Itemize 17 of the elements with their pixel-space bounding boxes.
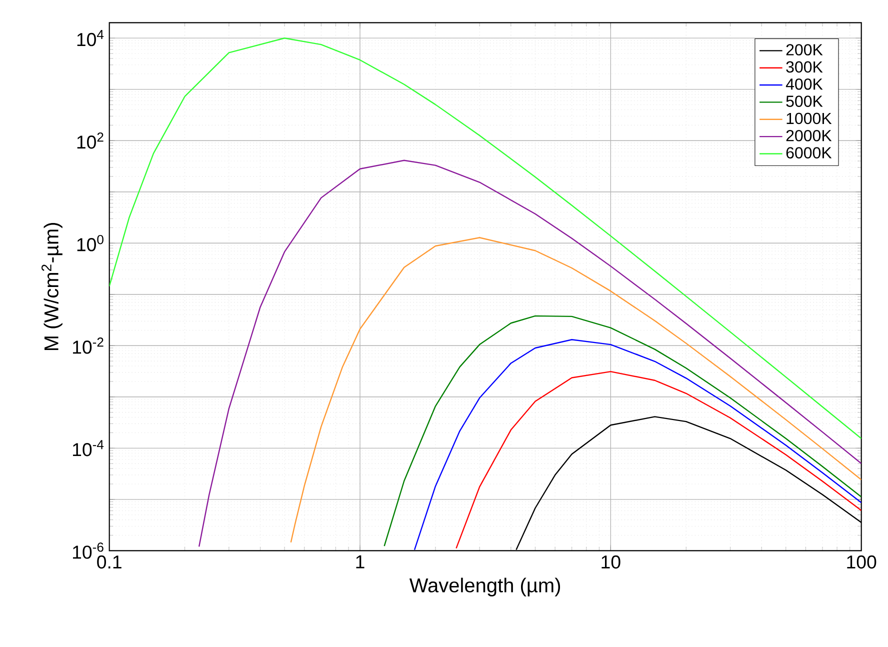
legend-label: 200K bbox=[786, 44, 823, 56]
x-axis-title: Wavelength (µm) bbox=[409, 578, 560, 597]
y-axis-title: M (W/cm$^{2}$-µm) bbox=[42, 223, 62, 350]
x-tick-label: 100 bbox=[847, 556, 876, 569]
legend-label: 1000K bbox=[786, 112, 832, 124]
legend-label: 500K bbox=[786, 96, 823, 108]
y-tick-label: 10$^{-4}$ bbox=[73, 440, 104, 456]
y-tick-label: 10$^{2}$ bbox=[77, 132, 104, 149]
legend-label: 300K bbox=[786, 61, 823, 73]
x-tick-label: 1 bbox=[356, 556, 364, 568]
y-tick-label: 10$^{0}$ bbox=[77, 235, 104, 252]
y-tick-label: 10$^{-2}$ bbox=[73, 338, 104, 354]
legend-label: 6000K bbox=[786, 147, 832, 159]
legend-label: 400K bbox=[786, 78, 823, 90]
legend-label: 2000K bbox=[786, 130, 832, 142]
x-tick-label: 10 bbox=[602, 556, 620, 569]
y-tick-label: 10$^{4}$ bbox=[77, 30, 104, 46]
